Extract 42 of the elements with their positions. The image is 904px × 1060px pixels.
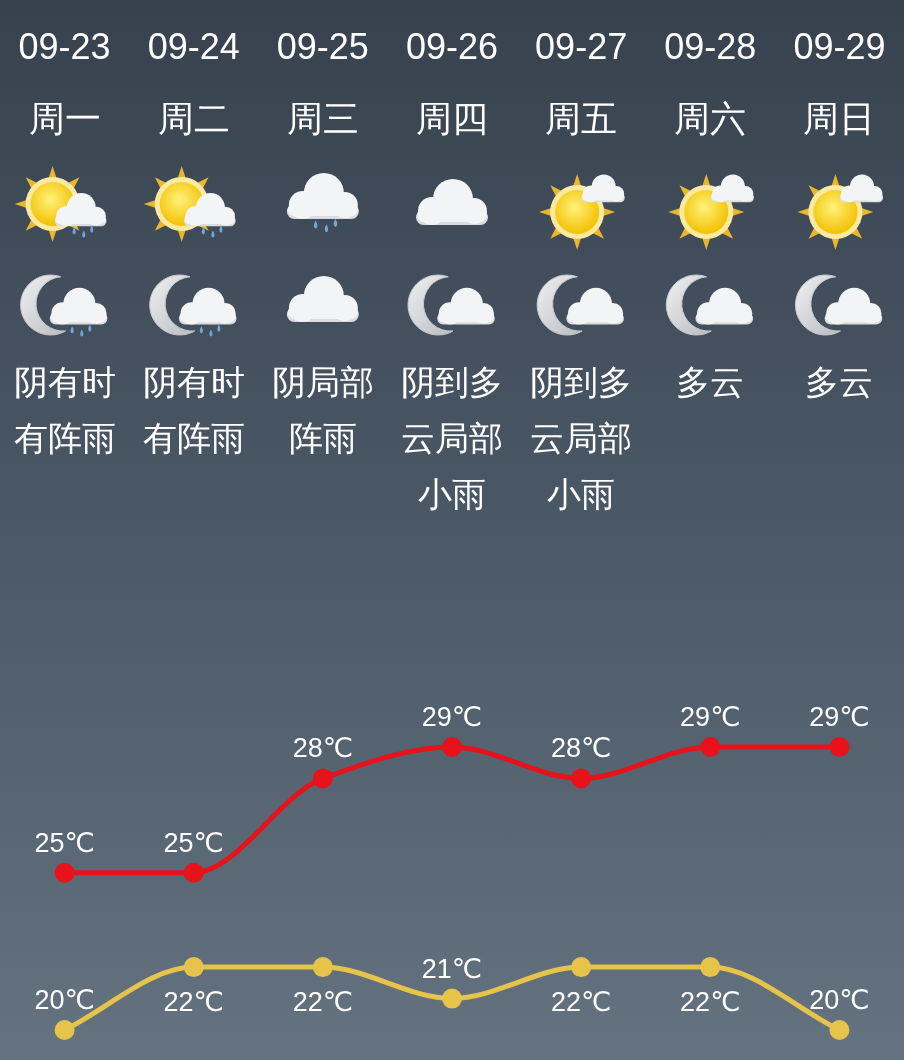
description: 小雨: [547, 475, 616, 513]
weekday: 周二: [157, 97, 230, 139]
description: 多云: [676, 363, 745, 401]
weekday: 周五: [545, 97, 618, 139]
description: 阴有时: [142, 363, 245, 401]
x-label: 09-28: [664, 25, 757, 67]
description: 云局部: [530, 419, 633, 457]
description: 阴有时: [13, 363, 116, 401]
value-label: 25℃: [34, 827, 95, 858]
weekday: 周六: [674, 97, 747, 139]
description: 阵雨: [288, 419, 357, 457]
weekday: 周日: [803, 97, 876, 139]
x-label: 09-24: [147, 25, 240, 67]
x-label: 09-27: [535, 25, 628, 67]
description: 有阵雨: [13, 419, 116, 457]
value-label: 21℃: [421, 953, 483, 984]
value-label: 28℃: [550, 733, 612, 764]
value-label: 22℃: [680, 987, 741, 1018]
description: 有阵雨: [142, 419, 245, 457]
weekday: 周一: [28, 97, 101, 139]
x-label: 09-29: [793, 25, 886, 67]
x-label: 09-26: [405, 25, 499, 67]
description: 阴到多: [401, 363, 503, 401]
value-label: 20℃: [809, 985, 870, 1015]
description: 云局部: [401, 419, 503, 457]
value-label: 29℃: [680, 702, 741, 732]
description: 阴局部: [271, 363, 374, 401]
description: 小雨: [418, 475, 486, 513]
description: 多云: [805, 363, 874, 401]
weekday: 周三: [286, 97, 359, 139]
value-label: 20℃: [34, 985, 95, 1015]
weekday: 周四: [416, 97, 488, 139]
value-label: 29℃: [421, 702, 483, 732]
value-label: 29℃: [809, 702, 870, 732]
x-label: 09-23: [18, 25, 111, 67]
value-label: 25℃: [163, 827, 224, 858]
value-label: 28℃: [292, 733, 354, 764]
x-label: 09-25: [276, 25, 369, 67]
value-label: 22℃: [550, 987, 612, 1018]
value-label: 22℃: [163, 987, 224, 1018]
description: 阴到多: [530, 363, 633, 401]
value-label: 22℃: [292, 987, 354, 1018]
